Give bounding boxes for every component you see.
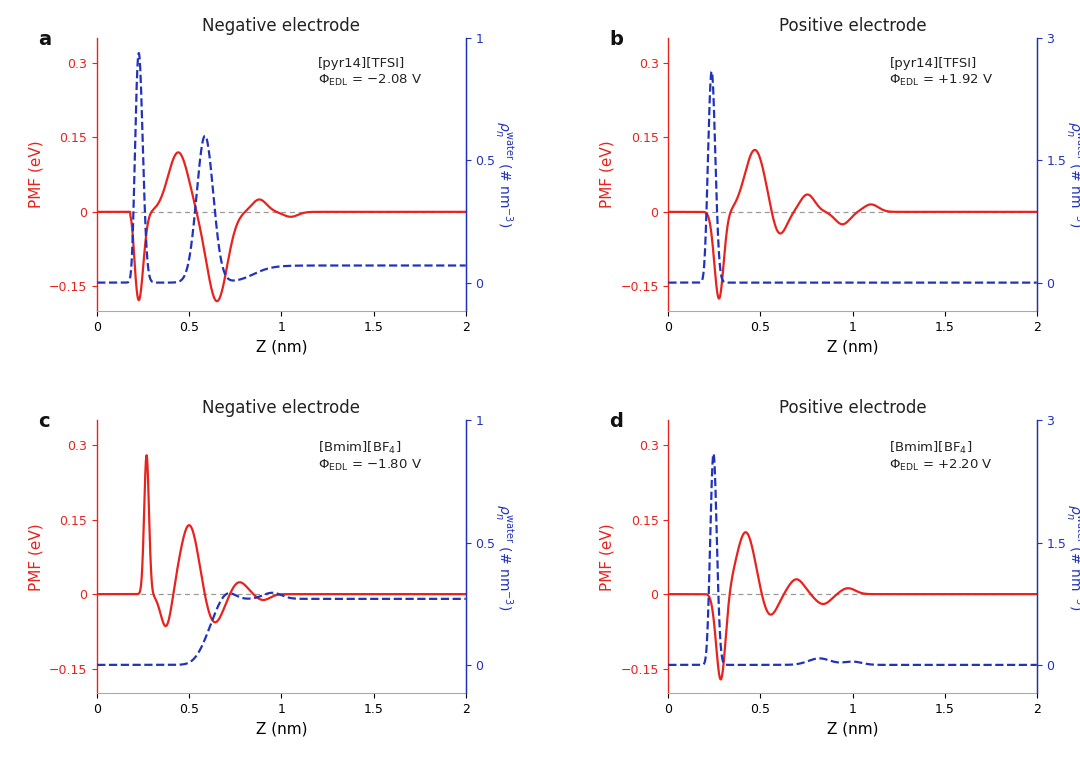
Y-axis label: PMF (eV): PMF (eV): [28, 141, 43, 209]
Y-axis label: $\rho_n^{\rm water}$ (# nm$^{-3}$): $\rho_n^{\rm water}$ (# nm$^{-3}$): [1063, 121, 1080, 228]
Y-axis label: $\rho_n^{\rm water}$ (# nm$^{-3}$): $\rho_n^{\rm water}$ (# nm$^{-3}$): [492, 121, 515, 228]
Y-axis label: PMF (eV): PMF (eV): [599, 523, 615, 591]
X-axis label: Z (nm): Z (nm): [256, 339, 307, 354]
X-axis label: Z (nm): Z (nm): [827, 339, 878, 354]
X-axis label: Z (nm): Z (nm): [827, 722, 878, 737]
Text: c: c: [38, 412, 50, 431]
Text: [pyr14][TFSI]
$\mathit{\Phi}_{\rm EDL}$ = −2.08 V: [pyr14][TFSI] $\mathit{\Phi}_{\rm EDL}$ …: [319, 57, 422, 88]
X-axis label: Z (nm): Z (nm): [256, 722, 307, 737]
Y-axis label: PMF (eV): PMF (eV): [599, 141, 615, 209]
Text: [Bmim][BF$_4$]
$\mathit{\Phi}_{\rm EDL}$ = +2.20 V: [Bmim][BF$_4$] $\mathit{\Phi}_{\rm EDL}$…: [890, 440, 993, 473]
Title: Positive electrode: Positive electrode: [779, 399, 927, 418]
Title: Negative electrode: Negative electrode: [202, 18, 361, 35]
Text: b: b: [609, 30, 623, 49]
Y-axis label: $\rho_n^{\rm water}$ (# nm$^{-3}$): $\rho_n^{\rm water}$ (# nm$^{-3}$): [492, 504, 515, 610]
Text: d: d: [609, 412, 623, 431]
Y-axis label: $\rho_n^{\rm water}$ (# nm$^{-3}$): $\rho_n^{\rm water}$ (# nm$^{-3}$): [1063, 504, 1080, 610]
Y-axis label: PMF (eV): PMF (eV): [28, 523, 43, 591]
Text: [Bmim][BF$_4$]
$\mathit{\Phi}_{\rm EDL}$ = −1.80 V: [Bmim][BF$_4$] $\mathit{\Phi}_{\rm EDL}$…: [319, 440, 422, 473]
Title: Positive electrode: Positive electrode: [779, 18, 927, 35]
Text: a: a: [38, 30, 52, 49]
Title: Negative electrode: Negative electrode: [202, 399, 361, 418]
Text: [pyr14][TFSI]
$\mathit{\Phi}_{\rm EDL}$ = +1.92 V: [pyr14][TFSI] $\mathit{\Phi}_{\rm EDL}$ …: [890, 57, 994, 88]
